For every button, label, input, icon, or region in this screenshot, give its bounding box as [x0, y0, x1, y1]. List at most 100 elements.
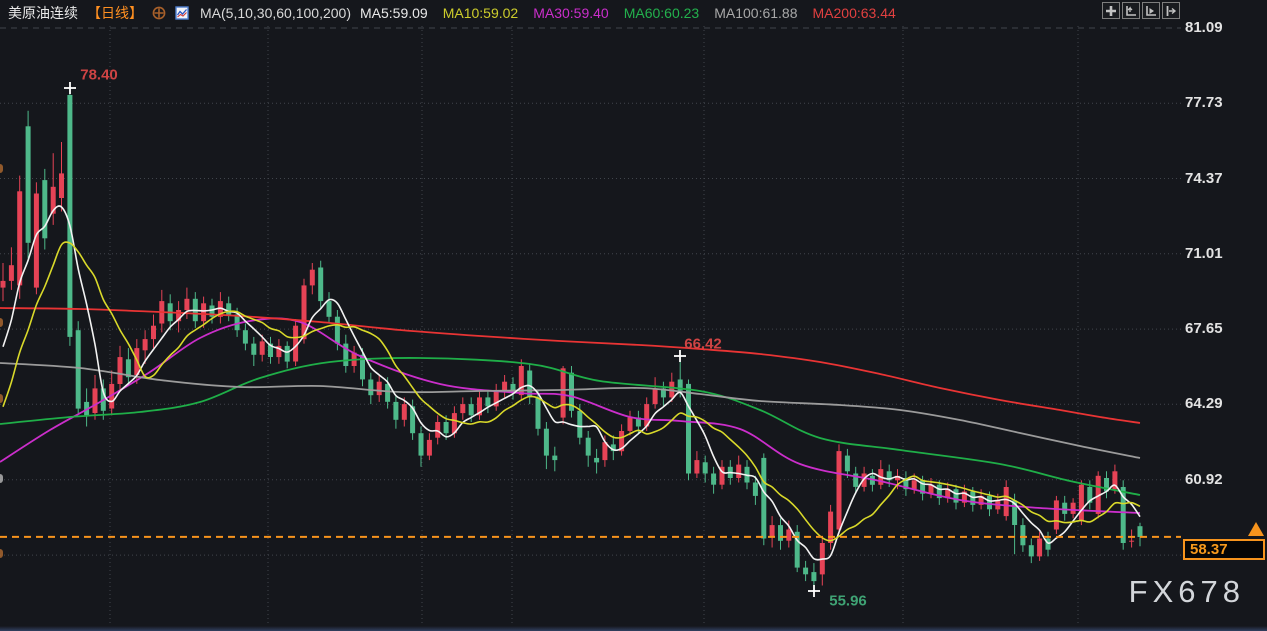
candle-body: [309, 269, 315, 286]
ma-line-ma5: [2, 205, 1141, 561]
candle-body: [435, 422, 441, 438]
candle-body: [702, 462, 708, 474]
ma-line-ma30: [0, 317, 1141, 514]
candle-body: [836, 451, 842, 530]
candle-body: [627, 417, 633, 431]
candle-body: [385, 383, 391, 402]
ma-legend: MA5:59.09 MA10:59.02 MA30:59.40 MA60:60.23 M…: [360, 5, 896, 21]
ma-caption: MA(5,10,30,60,100,200): [200, 5, 351, 21]
candle-body: [895, 475, 900, 481]
candle-body: [569, 372, 574, 411]
candle-body: [610, 444, 616, 452]
candle-body: [468, 404, 474, 416]
candle-body: [242, 330, 248, 344]
crosshair-icon[interactable]: [1102, 2, 1120, 19]
chart-toolbar: [1102, 2, 1180, 19]
candle-body: [1028, 545, 1034, 557]
pan-right-icon[interactable]: [1162, 2, 1180, 19]
candle-body: [343, 343, 349, 366]
candle-body: [460, 404, 466, 414]
candle-body: [978, 495, 984, 505]
ma-legend-value: MA5:59.09: [360, 5, 428, 21]
ma-line-ma100: [0, 362, 1141, 459]
candle-body: [619, 431, 625, 452]
candle-body: [1129, 540, 1135, 542]
ma-legend-value: MA10:59.02: [442, 5, 519, 21]
candle-body: [209, 305, 215, 317]
candle-body: [318, 267, 324, 302]
candle-body: [201, 303, 207, 322]
candle-body: [125, 359, 131, 378]
candle-body: [660, 388, 666, 398]
ma-line-ma10: [2, 241, 1141, 542]
candle-body: [585, 437, 591, 456]
candle-body: [1012, 500, 1018, 525]
candle-body: [259, 341, 265, 355]
candle-body: [644, 404, 650, 427]
candle-body: [1120, 487, 1126, 543]
candle-body: [176, 310, 182, 322]
clipped-axis-label: [0, 474, 3, 483]
candle-body: [527, 370, 533, 398]
candle-body: [861, 473, 867, 487]
candle-body: [50, 186, 56, 214]
candle-body: [226, 303, 232, 315]
axis-zoom-in-icon[interactable]: [1122, 2, 1140, 19]
chart-type-icon[interactable]: [175, 6, 189, 20]
candle-body: [920, 480, 926, 494]
bottom-edge-glow: [0, 626, 1267, 631]
candle-body: [602, 442, 608, 461]
clipped-axis-label: [0, 164, 3, 173]
candle-body: [502, 381, 508, 391]
candle-body: [961, 491, 967, 503]
candle-body: [928, 484, 934, 494]
candle-body: [694, 460, 700, 474]
axis-play-icon[interactable]: [1142, 2, 1160, 19]
candle-body: [393, 401, 399, 420]
candle-body: [1087, 487, 1093, 503]
candle-body: [510, 383, 516, 393]
candle-body: [635, 417, 641, 427]
candle-body: [828, 511, 834, 543]
candle-body: [33, 193, 39, 288]
candle-body: [1045, 538, 1051, 550]
annotation-high-price: 78.40: [80, 66, 118, 84]
candle-body: [184, 298, 190, 310]
candle-body: [903, 478, 909, 490]
clipped-axis-label: [0, 318, 3, 327]
candle-body: [911, 480, 917, 490]
candle-body: [535, 397, 541, 429]
candle-body: [953, 489, 959, 503]
candle-body: [301, 285, 307, 340]
candle-body: [803, 567, 809, 575]
y-axis-label: 74.37: [1185, 170, 1223, 187]
clipped-axis-label: [0, 549, 3, 558]
price-up-arrow-icon: [1248, 522, 1264, 536]
candle-body: [752, 482, 758, 496]
y-axis-label: 64.29: [1185, 395, 1223, 412]
candle-body: [552, 455, 558, 461]
period-selector[interactable]: 【日线】: [87, 5, 143, 21]
ma-legend-value: MA30:59.40: [533, 5, 609, 21]
candle-body: [518, 366, 524, 396]
candle-body: [326, 301, 332, 317]
candle-body: [1104, 478, 1109, 492]
candle-body: [778, 525, 783, 541]
y-axis-label: 71.01: [1185, 245, 1223, 262]
candle-body: [1062, 502, 1068, 514]
candle-body: [594, 457, 600, 463]
add-indicator-icon[interactable]: [152, 6, 166, 20]
candle-body: [1037, 538, 1043, 557]
candle-body: [443, 422, 449, 434]
chart-header: 美原油连续 【日线】 MA(5,10,30,60,100,200) MA5:59…: [8, 3, 896, 23]
y-axis-label: 81.09: [1185, 19, 1223, 36]
candle-body: [293, 325, 299, 362]
y-axis-label: 77.73: [1185, 94, 1223, 111]
candle-body: [493, 390, 499, 407]
ma-legend-value: MA100:61.88: [714, 5, 798, 21]
candle-body: [736, 464, 742, 478]
candle-body: [560, 368, 566, 418]
candle-body: [543, 428, 549, 456]
